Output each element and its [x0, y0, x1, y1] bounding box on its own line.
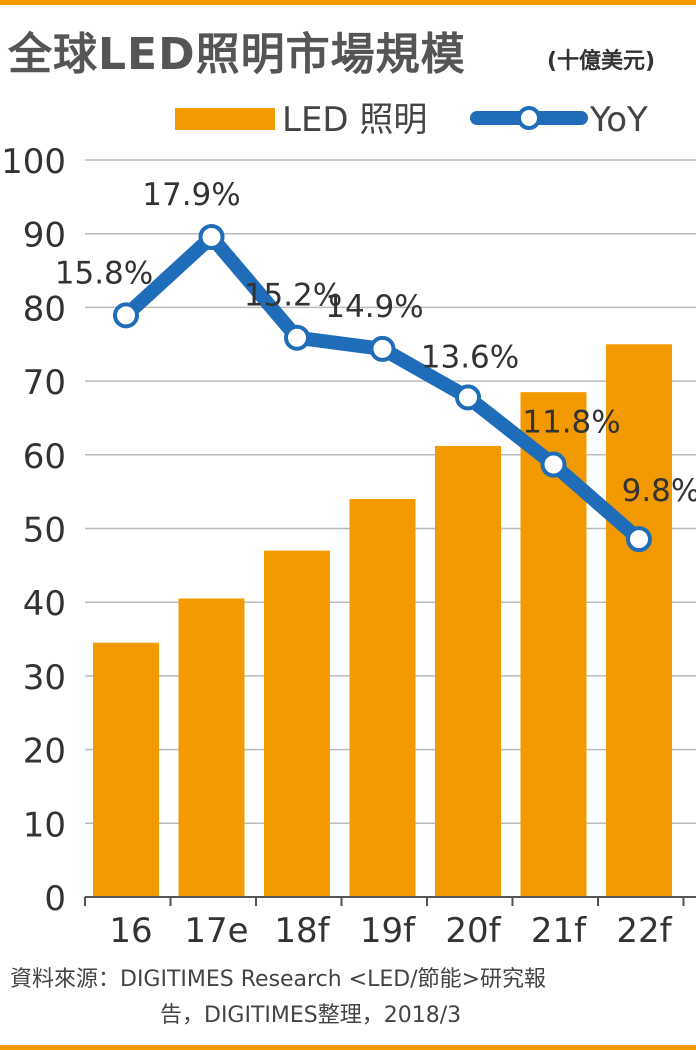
legend-marker-line [517, 106, 541, 130]
y-tick-label: 60 [23, 437, 66, 477]
y-tick-label: 50 [23, 511, 66, 551]
yoy-point [113, 302, 139, 329]
x-tick-label: 17e [184, 911, 248, 951]
chart-svg: 0 10 20 30 40 50 60 70 80 90 100 16 17e 18f 19f 20f 21f 2… [1, 100, 696, 951]
y-tick-label: 0 [44, 879, 66, 919]
yoy-data-label: 17.9% [142, 177, 240, 213]
yoy-point [455, 384, 481, 411]
yoy-point [369, 335, 396, 362]
y-tick-label: 80 [23, 289, 66, 329]
legend-label-line: YoY [589, 100, 648, 140]
chart-unit: (十億美元) [547, 49, 656, 74]
bar [93, 642, 159, 897]
bar [178, 598, 245, 897]
x-tick-label: 20f [445, 911, 501, 951]
x-tick-label: 21f [531, 911, 587, 951]
x-tick-label: 18f [274, 911, 330, 951]
source-note: 資料來源：DIGITIMES Research <LED/節能>研究報 告，DI… [10, 962, 686, 1034]
axis-layer: 0 10 20 30 40 50 60 70 80 90 100 16 17e 18f 19f 20f 21f 2… [1, 142, 696, 951]
x-tick-label: 22f [616, 911, 672, 951]
x-tick-label: 16 [109, 911, 152, 951]
y-tick-label: 100 [1, 142, 66, 182]
top-accent-bar [0, 0, 696, 5]
bar [264, 550, 330, 897]
legend-label-bar: LED 照明 [282, 100, 427, 140]
yoy-data-label: 13.6% [421, 339, 519, 375]
yoy-point [626, 526, 652, 553]
y-tick-label: 10 [23, 805, 66, 845]
y-tick-label: 30 [23, 658, 66, 698]
yoy-point [540, 451, 567, 478]
bar [435, 445, 501, 897]
yoy-data-label: 9.8% [622, 473, 696, 509]
y-tick-label: 40 [23, 584, 66, 624]
legend-swatch-bar [175, 108, 275, 130]
legend: LED 照明 YoY [175, 100, 648, 140]
source-line-2: 告，DIGITIMES整理，2018/3 [160, 1003, 462, 1028]
x-tick-label: 19f [360, 911, 416, 951]
source-line-1: 資料來源：DIGITIMES Research <LED/節能>研究報 [10, 967, 547, 992]
chart-title: 全球LED照明市場規模 [8, 29, 466, 80]
bar [606, 344, 672, 897]
yoy-data-label: 15.2% [244, 278, 342, 314]
yoy-point [284, 324, 310, 351]
yoy-data-label: 14.9% [325, 289, 423, 325]
line-layer: 15.8% 17.9% 15.2%14.9% 13.6%11.8%9.8% [55, 177, 696, 553]
y-tick-label: 90 [23, 216, 66, 256]
yoy-data-label: 15.8% [55, 255, 153, 291]
bottom-accent-bar [0, 1045, 696, 1050]
bar [349, 499, 416, 897]
yoy-point [198, 224, 225, 250]
yoy-data-label: 11.8% [522, 405, 620, 441]
y-tick-label: 70 [23, 363, 66, 403]
y-tick-label: 20 [23, 732, 66, 772]
